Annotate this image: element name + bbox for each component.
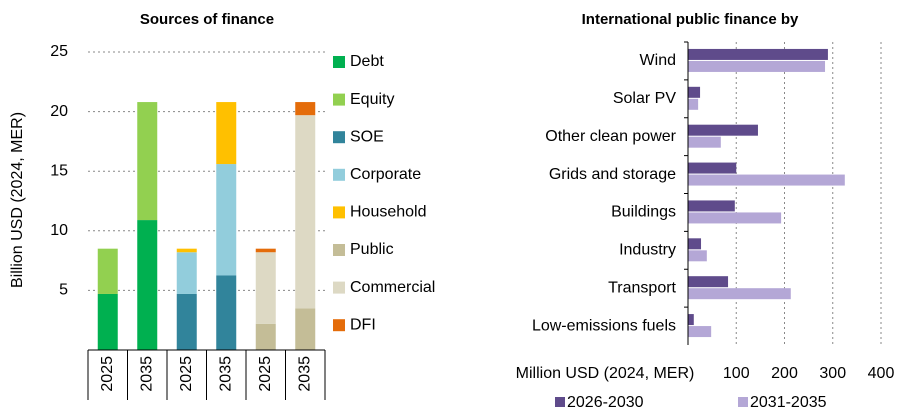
bar-segment (216, 164, 237, 276)
legend-swatch (333, 319, 345, 332)
bar-segment (295, 308, 316, 350)
bar-segment (97, 293, 118, 350)
chart-title: International public finance by (582, 11, 799, 28)
legend-swatch (333, 281, 345, 294)
y-tick-label: 10 (50, 222, 68, 239)
x-tick-label: 100 (723, 365, 750, 382)
bar (688, 174, 845, 186)
bar-segment (255, 252, 276, 324)
legend-label: Household (350, 204, 427, 221)
legend-swatch (333, 131, 345, 144)
bar-segment (97, 248, 118, 294)
y-tick-label: Wind (640, 52, 676, 69)
bar-segment (295, 115, 316, 309)
x-tick-label: 2035 (296, 356, 313, 392)
y-tick-label: Low-emissions fuels (532, 317, 676, 334)
y-tick-label: Transport (608, 279, 676, 296)
y-tick-label: 25 (50, 43, 68, 60)
legend-swatch (333, 56, 345, 68)
bar-segment (176, 248, 197, 253)
legend-swatch (333, 168, 345, 181)
legend-swatch (738, 397, 748, 407)
x-tick-label: 300 (819, 365, 846, 382)
bar (688, 288, 791, 300)
bar (688, 98, 699, 110)
bar (688, 136, 721, 148)
legend-label: 2031-2035 (750, 394, 827, 411)
bar (688, 124, 758, 136)
legend-label: Commercial (350, 279, 435, 296)
y-tick-label: 15 (50, 162, 68, 179)
legend-label: Debt (350, 53, 384, 70)
bar-segment (295, 102, 316, 116)
bar (688, 48, 828, 60)
bar-segment (255, 248, 276, 253)
x-tick-label: 2025 (99, 356, 116, 392)
bar-segment (176, 293, 197, 350)
legend-swatch (333, 206, 345, 219)
y-tick-label: 20 (50, 103, 68, 120)
y-tick-label: Industry (619, 242, 676, 259)
y-tick-label: Grids and storage (549, 166, 676, 183)
x-tick-label: 2035 (217, 356, 234, 392)
x-tick-label: 2025 (257, 356, 274, 392)
legend-label: DFI (350, 316, 376, 333)
bar-segment (255, 323, 276, 350)
y-tick-label: Solar PV (613, 90, 676, 107)
y-tick-label: 5 (59, 282, 68, 299)
x-axis-label: Million USD (2024, MER) (516, 365, 695, 382)
x-tick-label: 400 (868, 365, 895, 382)
legend-label: SOE (350, 128, 384, 145)
x-tick-label: 2025 (178, 356, 195, 392)
legend-swatch (333, 244, 345, 256)
bar (688, 212, 782, 224)
legend-label: 2026-2030 (567, 394, 644, 411)
bar-segment (216, 275, 237, 350)
bar (688, 314, 694, 326)
chart-title: Sources of finance (140, 11, 274, 28)
y-axis-label: Billion USD (2024, MER) (9, 112, 26, 288)
x-tick-label: 200 (771, 365, 798, 382)
bar (688, 60, 826, 72)
legend-label: Corporate (350, 166, 421, 183)
legend-swatch (555, 397, 565, 407)
y-tick-label: Other clean power (545, 128, 676, 145)
legend-label: Equity (350, 91, 394, 108)
bar (688, 326, 712, 338)
legend-swatch (333, 93, 345, 106)
x-tick-label: 2035 (138, 356, 155, 392)
bar (688, 250, 707, 262)
bar-segment (137, 102, 158, 221)
bar (688, 86, 701, 98)
bar (688, 162, 737, 174)
bar (688, 200, 735, 212)
bar (688, 276, 729, 288)
legend-label: Public (350, 241, 394, 258)
bar-segment (137, 220, 158, 350)
bar (688, 238, 702, 250)
y-tick-label: Buildings (611, 204, 676, 221)
bar-segment (176, 252, 197, 294)
bar-segment (216, 102, 237, 165)
